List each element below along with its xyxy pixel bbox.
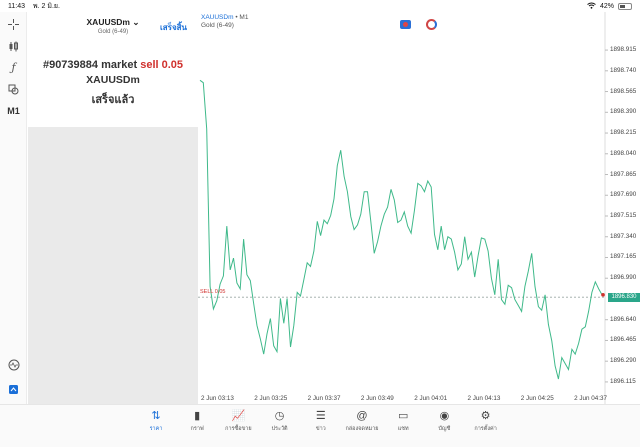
chat-icon: ▭ bbox=[397, 410, 409, 422]
x-tick-label: 2 Jun 03:49 bbox=[360, 395, 394, 402]
nav-item-label: ข่าว bbox=[315, 426, 326, 432]
order-id: #90739884 market bbox=[42, 59, 141, 71]
one-click-trading-icon[interactable] bbox=[400, 20, 411, 29]
nav-item-label: แชท bbox=[397, 426, 409, 432]
battery-level-fill bbox=[620, 4, 626, 8]
nav-item-label: ประวัติ bbox=[271, 426, 288, 432]
y-tick-label: 1896.640 bbox=[610, 315, 637, 323]
y-tick-label: 1896.465 bbox=[610, 336, 637, 344]
symbol-name: XAUUSDm bbox=[86, 17, 130, 27]
nav-item-chat[interactable]: ▭ แชท bbox=[383, 408, 423, 433]
order-action: sell 0.05 bbox=[140, 59, 184, 71]
done-button[interactable]: เสร็จสิ้น bbox=[160, 23, 187, 32]
nav-item-history[interactable]: ◷ ประวัติ bbox=[260, 408, 300, 433]
nav-item-label: ราคา bbox=[149, 426, 163, 432]
status-date: พ. 2 มิ.ย. bbox=[33, 2, 60, 10]
order-panel: XAUUSDm ⌄ Gold (6-49) เสร็จสิ้น #9073988… bbox=[28, 12, 198, 404]
y-tick-label: 1896.115 bbox=[610, 377, 636, 385]
quotes-icon: ⇅ bbox=[151, 410, 161, 422]
wifi-icon bbox=[587, 2, 596, 11]
objects-icon[interactable] bbox=[5, 81, 22, 98]
function-icon[interactable]: ƒ bbox=[11, 61, 16, 74]
chart-canvas[interactable] bbox=[198, 12, 640, 404]
sell-position-label: SELL 0.05 bbox=[200, 289, 226, 296]
nav-item-label: กราฟ bbox=[190, 426, 204, 432]
y-tick-label: 1897.690 bbox=[610, 191, 637, 199]
x-tick-label: 2 Jun 04:25 bbox=[520, 395, 554, 402]
nav-item-quotes[interactable]: ⇅ ราคา bbox=[136, 408, 176, 433]
nav-item-chart[interactable]: ▮ กราฟ bbox=[177, 408, 217, 433]
nav-item-settings[interactable]: ⚙ การตั้งค่า bbox=[466, 408, 506, 433]
x-tick-label: 2 Jun 03:13 bbox=[201, 395, 234, 402]
price-line-series bbox=[199, 79, 603, 380]
y-tick-label: 1898.915 bbox=[610, 46, 637, 54]
chart-icon: ▮ bbox=[194, 410, 201, 422]
chart-description: Gold (6-49) bbox=[201, 22, 234, 29]
y-tick-label: 1897.165 bbox=[610, 253, 637, 261]
chart-tools-rail: ƒ M1 bbox=[0, 12, 27, 404]
account-icon: ◉ bbox=[439, 410, 450, 422]
nav-item-account[interactable]: ◉ บัญชี bbox=[424, 408, 464, 433]
news-icon: ☰ bbox=[315, 410, 326, 422]
order-status: เสร็จแล้ว bbox=[91, 94, 135, 106]
nav-item-label: การตั้งค่า bbox=[474, 426, 497, 432]
crosshair-icon[interactable] bbox=[5, 16, 22, 33]
y-tick-label: 1898.215 bbox=[610, 129, 637, 137]
nav-item-mail[interactable]: @ กล่องจดหมาย bbox=[342, 408, 382, 433]
x-tick-label: 2 Jun 04:01 bbox=[414, 395, 448, 402]
symbol-description: Gold (6-49) bbox=[97, 29, 129, 35]
battery-icon bbox=[618, 2, 632, 10]
nav-item-news[interactable]: ☰ ข่าว bbox=[301, 408, 341, 433]
trade-icon: 📈 bbox=[231, 410, 246, 422]
bottom-navigation: ⇅ ราคา ▮ กราฟ 📈 การซื้อขาย ◷ ประวัติ ☰ ข่าว @ กล่อง… bbox=[0, 404, 640, 447]
order-panel-header: XAUUSDm ⌄ Gold (6-49) เสร็จสิ้น #9073988… bbox=[28, 12, 198, 127]
order-summary: #90739884 market sell 0.05 bbox=[28, 59, 198, 71]
add-window-icon[interactable] bbox=[5, 381, 22, 398]
last-price-marker bbox=[601, 293, 605, 297]
x-tick-label: 2 Jun 03:37 bbox=[307, 395, 341, 402]
history-icon: ◷ bbox=[274, 410, 285, 422]
y-tick-label: 1898.740 bbox=[610, 66, 637, 74]
nav-item-label: กล่องจดหมาย bbox=[345, 426, 379, 432]
nav-item-label: บัญชี bbox=[438, 426, 451, 432]
status-time: 11:43 bbox=[8, 2, 25, 10]
nav-item-label: การซื้อขาย bbox=[225, 426, 252, 432]
y-tick-label: 1897.515 bbox=[610, 212, 637, 219]
x-tick-label: 2 Jun 03:25 bbox=[254, 395, 288, 402]
trade-levels-icon[interactable] bbox=[426, 19, 437, 30]
y-tick-label: 1897.865 bbox=[610, 170, 637, 178]
timeframe-button[interactable]: M1 bbox=[7, 105, 20, 116]
price-chart[interactable]: XAUUSDm • M1 Gold (6-49) 1898.915 1898.74… bbox=[198, 12, 640, 404]
indicators-icon[interactable] bbox=[5, 38, 22, 55]
chart-timeframe: M1 bbox=[239, 14, 249, 21]
y-tick-label: 1897.340 bbox=[610, 232, 637, 240]
order-symbol: XAUUSDm bbox=[86, 74, 140, 86]
y-tick-label: 1898.040 bbox=[610, 149, 637, 157]
x-tick-label: 2 Jun 04:37 bbox=[574, 395, 608, 402]
chart-separator: • bbox=[233, 14, 240, 21]
settings-icon: ⚙ bbox=[480, 410, 491, 422]
current-price-tag: 1896.830 bbox=[608, 292, 640, 302]
symbol-selector[interactable]: XAUUSDm ⌄ bbox=[28, 17, 198, 28]
nav-item-trade[interactable]: 📈 การซื้อขาย bbox=[218, 408, 258, 433]
chart-symbol: XAUUSDm bbox=[201, 14, 234, 21]
y-tick-label: 1898.390 bbox=[610, 108, 637, 116]
chevron-down-icon: ⌄ bbox=[132, 17, 140, 27]
status-bar: 11:43 พ. 2 มิ.ย. 42% bbox=[0, 0, 640, 12]
x-tick-label: 2 Jun 04:13 bbox=[467, 395, 501, 402]
y-tick-label: 1898.565 bbox=[610, 87, 637, 95]
y-tick-label: 1896.290 bbox=[610, 357, 637, 365]
pulse-icon[interactable] bbox=[5, 356, 22, 373]
battery-percent: 42% bbox=[599, 2, 614, 10]
chart-title: XAUUSDm • M1 bbox=[201, 14, 248, 21]
mail-icon: @ bbox=[356, 410, 368, 422]
y-tick-label: 1896.990 bbox=[610, 274, 637, 282]
